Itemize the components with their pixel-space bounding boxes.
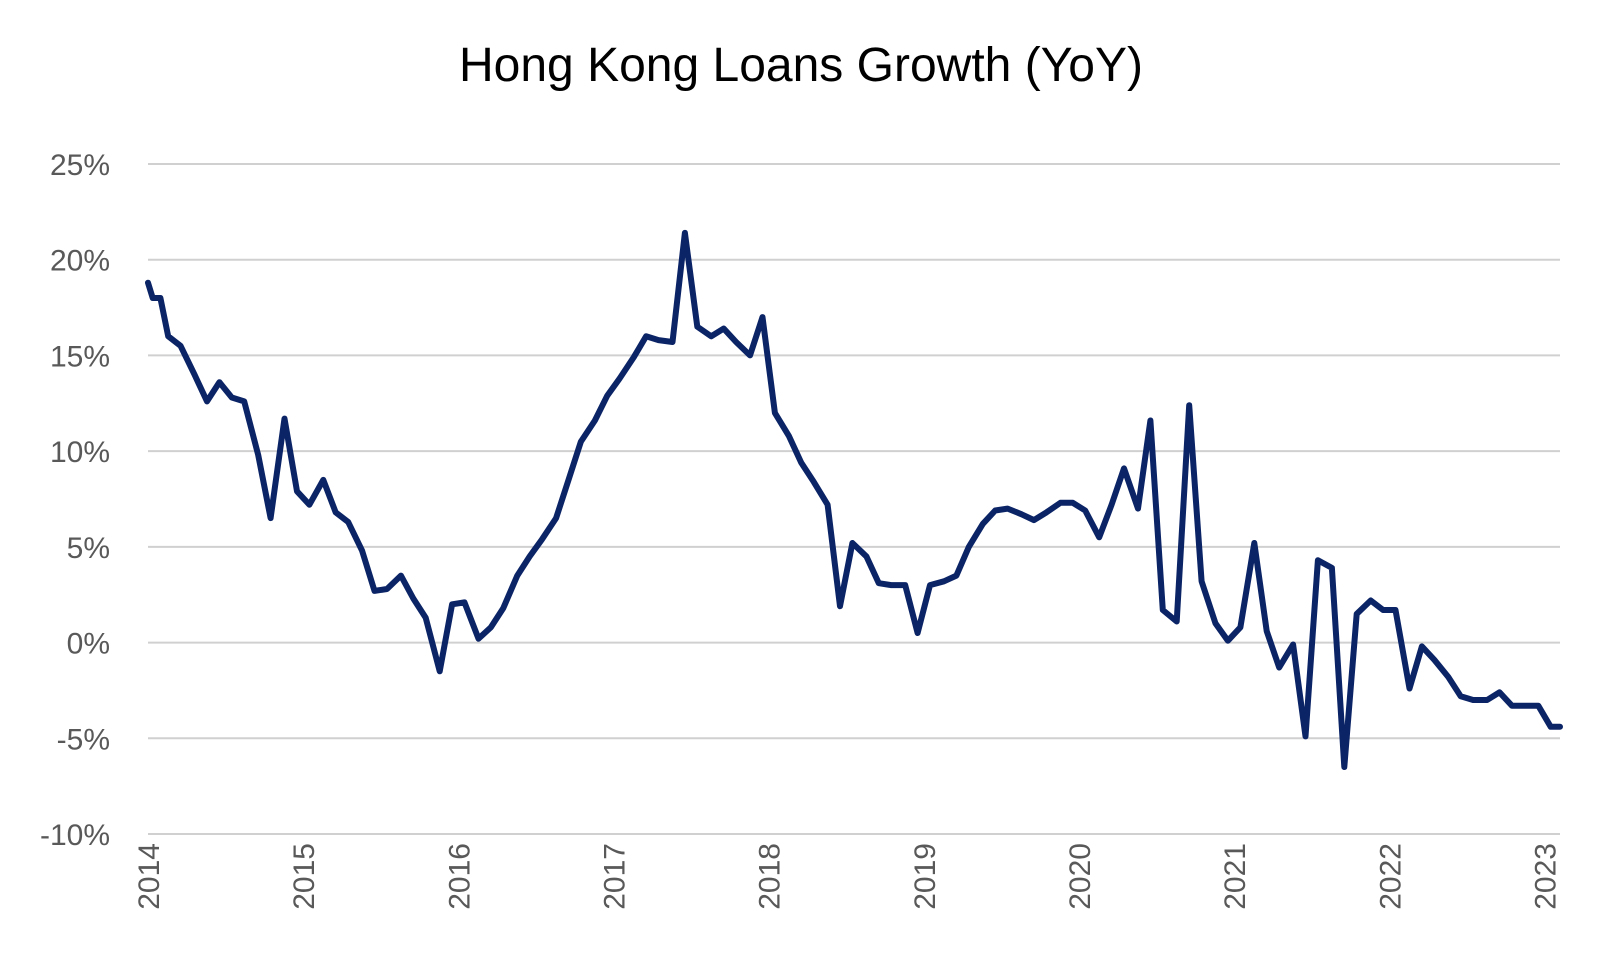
x-tick-label: 2017 bbox=[598, 843, 631, 910]
x-tick-label: 2022 bbox=[1374, 843, 1407, 910]
series-layer bbox=[145, 229, 1563, 770]
y-tick-label: -10% bbox=[40, 819, 110, 852]
x-tick-label: 2023 bbox=[1529, 843, 1562, 910]
series-line bbox=[145, 229, 1563, 770]
y-tick-label: 5% bbox=[67, 532, 110, 565]
y-tick-label: -5% bbox=[57, 723, 110, 756]
x-tick-label: 2015 bbox=[288, 843, 321, 910]
y-tick-label: 15% bbox=[50, 340, 110, 373]
x-tick-label: 2021 bbox=[1219, 843, 1252, 910]
x-tick-label: 2018 bbox=[754, 843, 787, 910]
x-tick-label: 2019 bbox=[909, 843, 942, 910]
gridlines bbox=[148, 163, 1560, 835]
y-tick-label: 20% bbox=[50, 245, 110, 278]
x-axis-tick-labels: 2014 2015 2016 2017 2018 2019 2020 2021 2022 2023 bbox=[133, 843, 1562, 910]
chart-title: Hong Kong Loans Growth (YoY) bbox=[459, 39, 1143, 92]
x-tick-label: 2014 bbox=[133, 843, 166, 910]
y-tick-label: 25% bbox=[50, 149, 110, 182]
y-tick-label: 10% bbox=[50, 436, 110, 469]
x-tick-label: 2020 bbox=[1064, 843, 1097, 910]
y-tick-label: 0% bbox=[67, 628, 110, 661]
y-axis-tick-labels: 25% 20% 15% 10% 5% 0% -5% -10% bbox=[40, 149, 110, 852]
x-tick-label: 2016 bbox=[443, 843, 476, 910]
